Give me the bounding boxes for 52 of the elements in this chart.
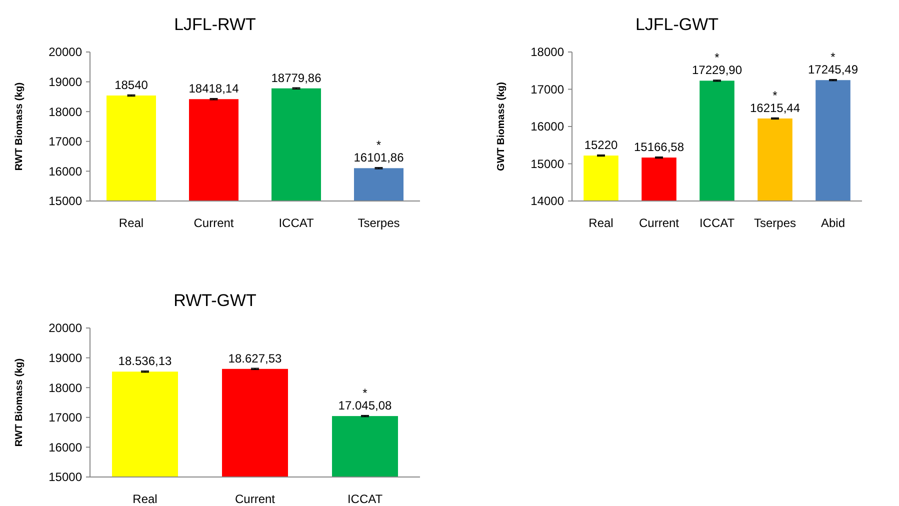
x-tick-label: ICCAT	[278, 216, 314, 230]
chart-title: LJFL-GWT	[635, 15, 719, 34]
x-tick-label: ICCAT	[347, 492, 384, 506]
x-tick-label: Current	[194, 216, 234, 230]
chart-title: RWT-GWT	[174, 291, 256, 310]
data-label: 17229,90	[692, 63, 742, 78]
y-tick-label: 17000	[48, 410, 82, 425]
y-tick-label: 15000	[48, 194, 82, 208]
annotation: *	[362, 386, 368, 400]
data-label: 15166,58	[634, 140, 684, 154]
y-tick-label: 16000	[48, 440, 82, 454]
data-label: 17245,49	[808, 62, 858, 77]
annotation: *	[830, 50, 836, 64]
data-label: 18779,86	[271, 70, 322, 85]
data-label: 15220	[584, 138, 618, 152]
y-tick-label: 20000	[48, 45, 82, 60]
annotation: *	[376, 138, 382, 152]
annotation: *	[772, 88, 778, 102]
y-tick-label: 15000	[48, 470, 82, 484]
data-label: 18540	[114, 78, 148, 92]
y-tick-label: 18000	[48, 380, 82, 395]
y-axis-title: RWT Biomass (kg)	[14, 82, 25, 171]
y-tick-label: 19000	[48, 75, 82, 89]
x-tick-label: Current	[234, 492, 276, 506]
y-tick-label: 18000	[530, 45, 564, 60]
y-axis-title: GWT Biomass (kg)	[496, 82, 507, 171]
chart-title: LJFL-RWT	[174, 15, 256, 34]
y-tick-label: 16000	[48, 164, 82, 178]
data-label: 18.627,53	[228, 351, 282, 366]
data-label: 17.045,08	[338, 398, 392, 412]
y-tick-label: 18000	[48, 104, 82, 119]
y-tick-label: 17000	[530, 82, 564, 96]
x-tick-label: ICCAT	[699, 216, 736, 230]
x-tick-label: Real	[588, 216, 614, 230]
data-label: 16215,44	[750, 100, 800, 115]
annotation: *	[714, 50, 720, 65]
y-tick-label: 20000	[48, 321, 82, 336]
x-tick-label: Tserpes	[754, 216, 796, 230]
y-axis-title: RWT Biomass (kg)	[14, 358, 25, 447]
y-tick-label: 15000	[530, 156, 564, 171]
data-label: 18.536,13	[118, 354, 172, 368]
data-label: 16101,86	[354, 150, 404, 165]
y-tick-label: 17000	[48, 134, 82, 149]
y-tick-label: 14000	[530, 194, 564, 208]
x-tick-label: Real	[118, 216, 144, 230]
data-label: 18418,14	[188, 82, 240, 96]
x-tick-label: Real	[132, 492, 158, 506]
y-tick-label: 19000	[48, 351, 82, 365]
x-tick-label: Current	[638, 216, 680, 230]
x-tick-label: Tserpes	[358, 216, 400, 230]
x-tick-label: Abid	[820, 216, 846, 230]
y-tick-label: 16000	[530, 120, 564, 134]
